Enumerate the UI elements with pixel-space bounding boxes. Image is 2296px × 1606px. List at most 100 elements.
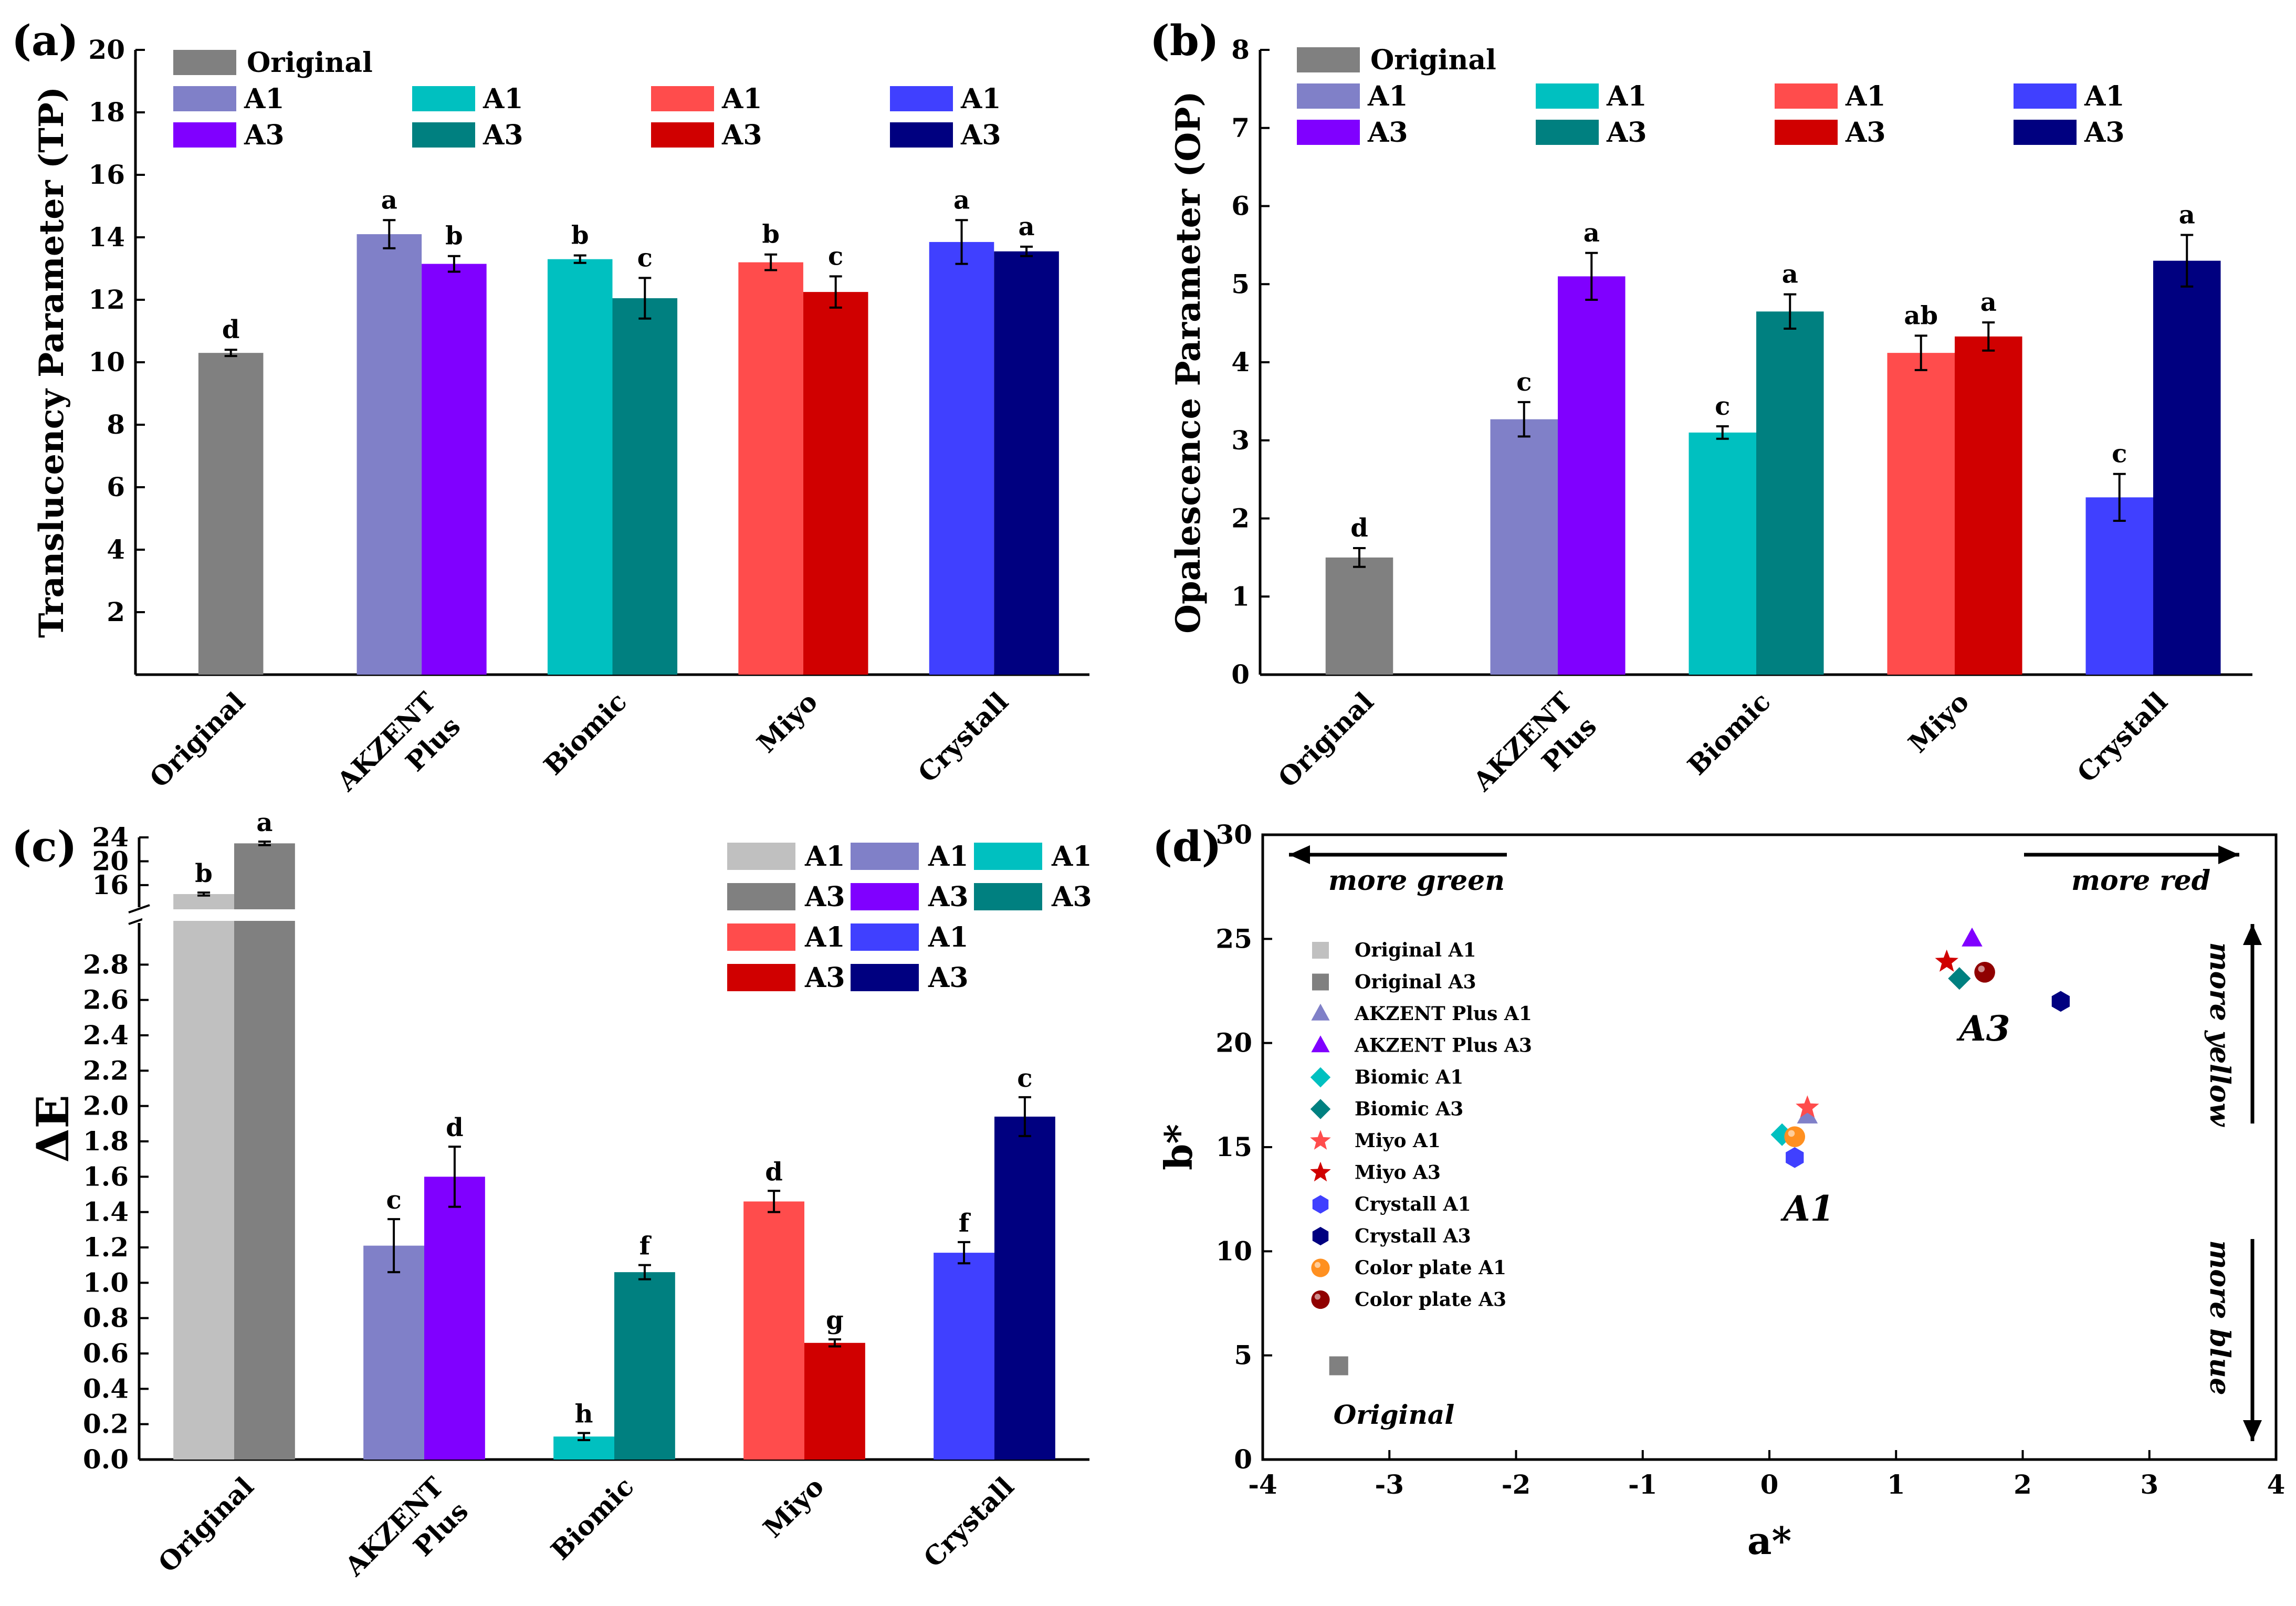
y-tick-label: 0.2 <box>83 1409 129 1440</box>
significance-letter: f <box>959 1209 971 1238</box>
legend-marker <box>1311 1258 1330 1277</box>
legend-label: Biomic A3 <box>1355 1098 1463 1120</box>
bar <box>1887 353 1955 675</box>
y-tick-label: 2.2 <box>83 1055 129 1086</box>
y-tick-label: 2.6 <box>83 984 129 1015</box>
scatter-point <box>1786 1147 1804 1168</box>
x-tick-label: 2 <box>2014 1469 2032 1500</box>
scatter-point <box>1784 1126 1806 1147</box>
scatter-point <box>1948 967 1971 990</box>
legend-swatch <box>412 122 475 148</box>
bar <box>1955 336 2022 675</box>
legend-label: Crystall A1 <box>1355 1193 1471 1215</box>
x-category-label: Miyo <box>751 686 823 759</box>
legend-swatch <box>727 964 795 991</box>
legend-swatch <box>974 843 1042 870</box>
y-tick-label: 10 <box>1215 1235 1252 1266</box>
legend-label-original: Original <box>247 47 373 79</box>
bar-break-gap <box>142 909 327 921</box>
legend-swatch <box>2014 120 2077 145</box>
bar <box>1689 432 1756 675</box>
legend-label: Crystall A3 <box>1355 1225 1471 1247</box>
scatter-point-highlight <box>1788 1130 1795 1137</box>
bar <box>1558 276 1626 675</box>
bar <box>424 1177 485 1460</box>
x-category-label: Biomic <box>1681 686 1776 781</box>
bar <box>422 264 487 675</box>
legend-swatch-original <box>1297 47 1360 72</box>
legend-marker <box>1311 1003 1330 1021</box>
legend-label: A3 <box>721 119 762 151</box>
scatter-point <box>1935 949 1959 972</box>
x-tick-label: 4 <box>2267 1469 2285 1500</box>
significance-letter: c <box>1017 1064 1032 1093</box>
scatter-point <box>1796 1095 1819 1118</box>
y-tick-label: 0 <box>1234 1444 1252 1475</box>
y-tick-label: 5 <box>1234 1340 1252 1371</box>
legend-label: Miyo A3 <box>1355 1162 1441 1184</box>
x-tick-label: 0 <box>1760 1469 1779 1500</box>
x-category-label: Original <box>143 686 251 794</box>
x-category-label: Crystall <box>2071 686 2173 789</box>
bar <box>1490 419 1558 675</box>
panel-label: (a) <box>12 16 79 65</box>
y-tick-label: 8 <box>1231 34 1250 65</box>
legend-swatch <box>1536 83 1599 109</box>
legend-label: A3 <box>1845 117 1886 149</box>
x-category-label: Crystall <box>917 1471 1020 1573</box>
bar <box>173 894 234 1460</box>
y-tick-label: 1.8 <box>83 1126 129 1157</box>
y-tick-label: 2.4 <box>83 1020 129 1051</box>
significance-letter: c <box>1715 392 1730 421</box>
y-tick-label: 0.6 <box>83 1338 129 1369</box>
legend-label: A1 <box>483 83 523 115</box>
significance-letter: ab <box>1904 301 1938 330</box>
significance-letter: c <box>1516 368 1532 397</box>
bar <box>2085 497 2153 675</box>
x-category-label: AKZENTPlus <box>1467 686 1603 822</box>
significance-letter: a <box>1980 288 1997 317</box>
y-tick-label: 20 <box>1215 1027 1252 1058</box>
x-tick-label: 3 <box>2140 1469 2158 1500</box>
legend-label: A1 <box>804 921 845 953</box>
legend-swatch <box>2014 83 2077 109</box>
legend-swatch <box>1297 83 1360 109</box>
legend-marker <box>1312 1226 1329 1246</box>
y-axis-title: Translucency Parameter (TP) <box>32 87 71 638</box>
axis-break-mark <box>128 904 150 914</box>
legend-marker-highlight <box>1314 1294 1320 1300</box>
legend-label: A3 <box>804 962 845 994</box>
legend-label: A3 <box>804 881 845 913</box>
x-category-label: Biomic <box>544 1471 639 1566</box>
legend-label: A3 <box>928 962 969 994</box>
x-category-label: Original <box>1272 686 1380 794</box>
bar <box>547 259 613 675</box>
bar <box>2153 260 2221 675</box>
panel-label: (c) <box>12 822 77 871</box>
x-category-label: AKZENTPlus <box>339 1471 475 1606</box>
legend-label: Original A1 <box>1355 939 1476 961</box>
legend-label: A1 <box>804 841 845 873</box>
x-category-label: Miyo <box>757 1471 830 1544</box>
legend-swatch <box>1775 120 1838 145</box>
panel-label: (d) <box>1152 822 1222 871</box>
y-tick-label: 1.4 <box>83 1196 129 1227</box>
y-axis-title: ΔE <box>27 1095 79 1162</box>
x-axis-title: a* <box>1747 1518 1791 1563</box>
legend-swatch <box>173 86 236 111</box>
significance-letter: a <box>1584 218 1600 248</box>
scatter-point <box>1797 1104 1818 1124</box>
y-tick-label: 1.2 <box>83 1232 129 1263</box>
y-tick-label: 25 <box>1215 923 1252 954</box>
legend-marker <box>1311 1290 1330 1309</box>
bar <box>1325 557 1393 675</box>
legend-label: A3 <box>1606 117 1647 149</box>
x-category-label: Original <box>152 1471 260 1579</box>
bar <box>929 242 994 675</box>
legend-swatch <box>651 86 714 111</box>
significance-letter: c <box>2112 439 2127 469</box>
legend-label: A1 <box>928 841 969 873</box>
legend-marker <box>1310 1067 1331 1088</box>
legend-marker <box>1310 1130 1331 1150</box>
panel-d-color-scatter: (d) -4 -3 -2 -1 0 1 2 3 4 0 5 10 15 20 25 30 a* b* Original… <box>1152 819 2285 1563</box>
